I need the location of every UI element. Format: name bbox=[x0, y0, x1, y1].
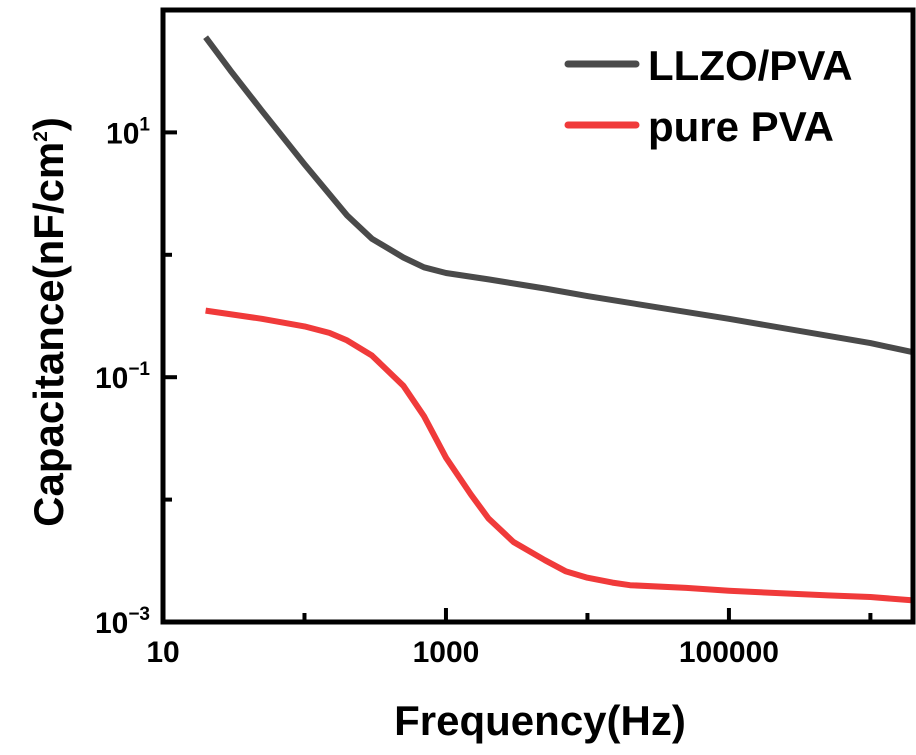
legend-label-pure-pva: pure PVA bbox=[648, 103, 834, 150]
plot-frame bbox=[160, 7, 916, 625]
legend: LLZO/PVA pure PVA bbox=[564, 42, 853, 150]
y-axis-title: Capacitance(nF/cm2) bbox=[25, 117, 72, 527]
x-axis-title: Frequency(Hz) bbox=[394, 697, 686, 744]
tick-labels-layer: 10 1000 100000 10−3 10−1 101 bbox=[95, 114, 779, 669]
series-line-pure-pva bbox=[205, 307, 914, 604]
x-tick-label: 10 bbox=[146, 636, 179, 669]
y-tick-label: 10−3 bbox=[95, 604, 150, 640]
x-tick-label: 1000 bbox=[413, 636, 480, 669]
y-tick-label: 101 bbox=[106, 114, 150, 150]
series-line-llzo-pva bbox=[203, 35, 914, 356]
series-layer bbox=[203, 35, 914, 604]
y-tick-label: 10−1 bbox=[95, 359, 150, 395]
ticks-layer bbox=[161, 8, 873, 624]
legend-label-llzo-pva: LLZO/PVA bbox=[648, 42, 853, 89]
x-tick-label: 100000 bbox=[679, 636, 779, 669]
